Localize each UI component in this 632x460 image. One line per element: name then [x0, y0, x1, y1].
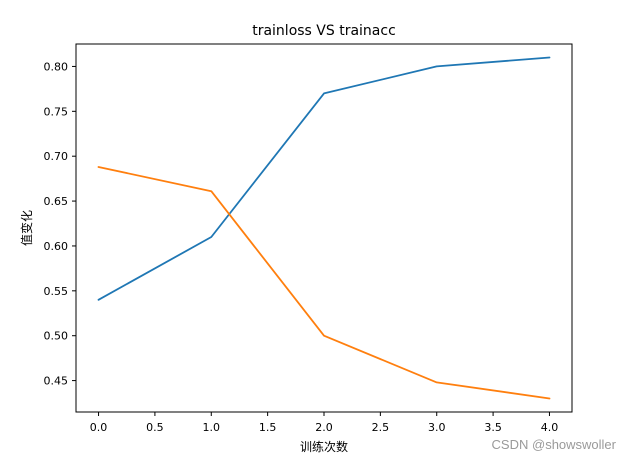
y-tick-label: 0.70: [44, 150, 69, 163]
x-tick-label: 4.0: [541, 421, 559, 434]
y-tick-label: 0.50: [44, 330, 69, 343]
y-tick-label: 0.60: [44, 240, 69, 253]
plot-frame: [75, 43, 573, 413]
watermark: CSDN @showswoller: [492, 437, 617, 452]
x-tick-label: 3.5: [484, 421, 502, 434]
series-layer: [97, 56, 551, 400]
y-tick-label: 0.55: [44, 285, 69, 298]
chart-title: trainloss VS trainacc: [252, 23, 396, 39]
x-tick-label: 3.0: [428, 421, 446, 434]
y-tick-label: 0.75: [44, 105, 69, 118]
y-axis: 0.45 0.50 0.55 0.60 0.65 0.70 0.75 0.80: [44, 60, 76, 388]
x-tick-label: 1.5: [259, 421, 277, 434]
x-axis-label: 训练次数: [300, 439, 348, 454]
series-line-2: [97, 166, 551, 400]
x-tick-label: 0.5: [146, 421, 164, 434]
x-tick-label: 2.5: [372, 421, 390, 434]
series-line-1: [97, 56, 551, 301]
y-tick-label: 0.65: [44, 195, 69, 208]
y-axis-label: 值变化: [19, 210, 34, 246]
x-tick-label: 2.0: [315, 421, 333, 434]
y-tick-label: 0.80: [44, 60, 69, 73]
x-axis: 0.0 0.5 1.0 1.5 2.0 2.5 3.0 3.5 4.0: [90, 412, 558, 434]
x-tick-label: 0.0: [90, 421, 108, 434]
x-tick-label: 1.0: [203, 421, 221, 434]
y-tick-label: 0.45: [44, 375, 69, 388]
